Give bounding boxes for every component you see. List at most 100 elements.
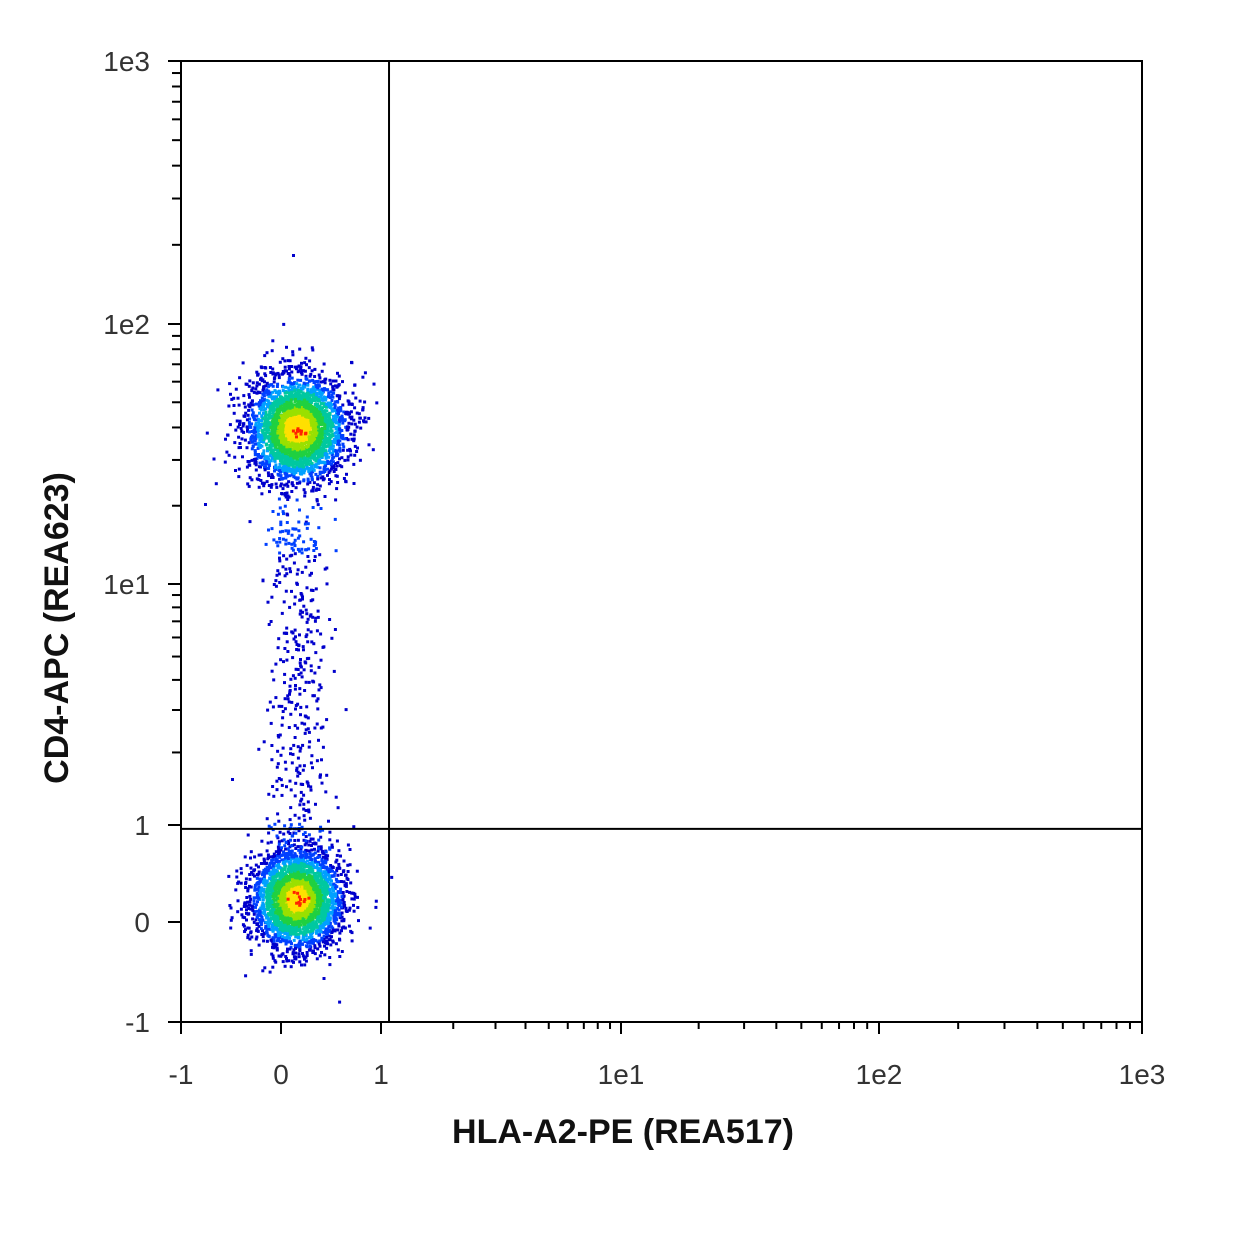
cd4-pos-event — [281, 436, 285, 440]
cd4-pos-event — [327, 401, 331, 405]
cd4-pos-event — [299, 390, 303, 394]
cd4-pos-event — [267, 464, 271, 467]
cd4-pos-event — [299, 406, 303, 409]
cd4-pos-event — [276, 422, 280, 426]
cd4-pos-event — [287, 450, 291, 454]
cd4-pos-event — [271, 455, 275, 459]
cd4-pos-event — [332, 402, 336, 406]
cd4-neg-event — [294, 847, 298, 850]
cd4-pos-event — [335, 394, 339, 398]
cd4-pos-event — [328, 406, 332, 409]
cd4-neg-event — [272, 939, 276, 943]
cd4-neg-event — [271, 965, 275, 969]
cd4-pos-event — [341, 442, 345, 446]
cd4-pos-event — [262, 484, 266, 488]
cd4-neg-event — [286, 830, 290, 834]
cd4-pos-event — [316, 399, 320, 402]
cd4-pos-event — [334, 498, 338, 502]
cd4-pos-event — [271, 371, 275, 375]
cd4-pos-event — [274, 412, 278, 416]
cd4-pos-event — [302, 465, 305, 469]
cd4-pos-event — [250, 447, 254, 451]
cd4-pos-event — [297, 447, 300, 450]
cd4-pos-event — [271, 384, 275, 388]
cd4-pos-event — [250, 403, 254, 407]
cd4-pos-event — [317, 437, 321, 441]
cd4-pos-event — [285, 401, 289, 405]
cd4-pos-event — [297, 392, 300, 396]
cd4-neg-event — [318, 890, 322, 894]
cd4-pos-event — [285, 445, 289, 449]
cd4-pos-event — [311, 453, 315, 457]
cd4-pos-event — [331, 422, 335, 426]
cd4-pos-event — [342, 445, 346, 449]
cd4-pos-event — [338, 417, 342, 421]
cd4-pos-event — [269, 393, 273, 397]
cd4-pos-event — [257, 465, 261, 469]
cd4-pos-event — [308, 414, 312, 418]
cd4-pos-event — [259, 403, 263, 407]
cd4-pos-event — [267, 392, 271, 396]
cd4-pos-event — [292, 472, 296, 476]
cd4-pos-event — [346, 438, 350, 442]
cd4-pos-event — [352, 482, 356, 485]
cd4-pos-event — [324, 456, 328, 460]
cd4-pos-event — [347, 425, 351, 429]
cd4-pos-event — [260, 436, 264, 440]
cd4-neg-event — [316, 869, 320, 873]
cd4-pos-event — [317, 442, 321, 446]
cd4-pos-event — [306, 482, 310, 486]
cd4-neg-event — [251, 917, 255, 921]
cd4-pos-event — [251, 444, 255, 448]
cd4-pos-event — [224, 437, 227, 441]
cd4-pos-event — [290, 457, 293, 461]
cd4-pos-event — [263, 401, 267, 405]
cd4-pos-event — [322, 417, 326, 421]
cd4-neg-event — [275, 928, 279, 932]
cd4-neg-event — [261, 907, 264, 911]
cd4-pos-event — [316, 383, 320, 387]
cd4-pos-event — [305, 406, 309, 410]
cd4-pos-event — [328, 417, 332, 421]
cd4-pos-event — [315, 393, 318, 397]
cd4-neg-event — [274, 878, 278, 882]
cd4-neg-event — [255, 916, 259, 919]
cd4-neg-event — [281, 920, 285, 924]
cd4-pos-event — [287, 413, 291, 417]
cd4-neg-event — [229, 918, 233, 922]
cd4-pos-event — [267, 384, 271, 388]
cd4-pos-event — [300, 438, 303, 442]
cd4-pos-event — [347, 402, 351, 406]
cd4-pos-event — [301, 413, 304, 417]
cd4-pos-event — [314, 416, 318, 420]
cd4-pos-event — [297, 409, 300, 413]
cd4-pos-event — [353, 383, 357, 387]
cd4-neg-event — [337, 908, 341, 912]
cd4-pos-event — [323, 415, 326, 419]
cd4-pos-event — [309, 388, 313, 392]
cd4-pos-event — [249, 401, 253, 405]
cd4-neg-event — [271, 874, 275, 878]
cd4-pos-event — [316, 448, 319, 452]
cd4-pos-event — [347, 421, 351, 425]
cd4-neg-event — [248, 877, 252, 881]
cd4-pos-event — [322, 438, 326, 442]
cd4-pos-event — [316, 483, 320, 487]
cd4-pos-event — [248, 423, 252, 426]
cd4-pos-event — [266, 427, 270, 430]
cd4-pos-event — [278, 445, 282, 449]
cd4-pos-event — [257, 382, 261, 386]
cd4-pos-event — [233, 455, 237, 459]
cd4-pos-event — [302, 461, 306, 465]
cd4-pos-event — [335, 408, 339, 412]
cd4-pos-event — [336, 415, 339, 419]
cd4-neg-event — [258, 913, 262, 917]
cd4-pos-event — [302, 419, 306, 423]
cd4-pos-event — [306, 443, 310, 447]
cd4-pos-event — [336, 439, 340, 443]
cd4-pos-event — [317, 488, 321, 491]
cd4-pos-event — [277, 416, 281, 420]
cd4-pos-event — [238, 442, 242, 445]
cd4-pos-event — [280, 395, 284, 399]
cd4-neg-event — [257, 870, 261, 874]
